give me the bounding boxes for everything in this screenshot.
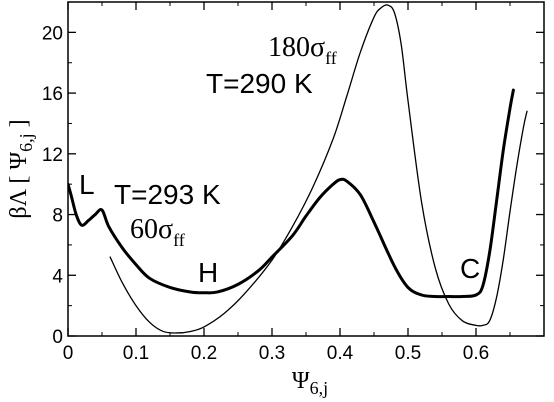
x-axis-label: Ψ6,j [292,368,328,398]
y-tick-label: 8 [52,206,63,227]
annotation-C: C [460,253,480,284]
series-line-thick [68,88,515,299]
annotation-H: H [198,257,218,288]
x-tick-label: 0.6 [463,343,489,364]
annotation-t293: T=293 K [114,179,221,210]
x-tick-label: 0.5 [395,343,421,364]
annotation-180sigma: 180σff [268,32,337,68]
y-tick-label: 4 [52,266,63,287]
series-line-thin [109,4,528,334]
x-tick-label: 0.1 [123,343,149,364]
y-axis-label: βΛ [ Ψ6,j ] [6,119,36,218]
x-tick-label: 0 [63,343,74,364]
y-tick-label: 12 [42,145,63,166]
x-tick-label: 0.3 [259,343,285,364]
y-tick-label: 16 [42,84,63,105]
annotation-t290: T=290 K [206,68,313,99]
x-tick-label: 0.2 [191,343,217,364]
x-tick-label: 0.4 [327,343,354,364]
annotation-60sigma: 60σff [130,214,185,250]
y-tick-label: 20 [42,23,63,44]
y-tick-label: 0 [52,327,63,348]
annotation-L: L [79,169,95,200]
